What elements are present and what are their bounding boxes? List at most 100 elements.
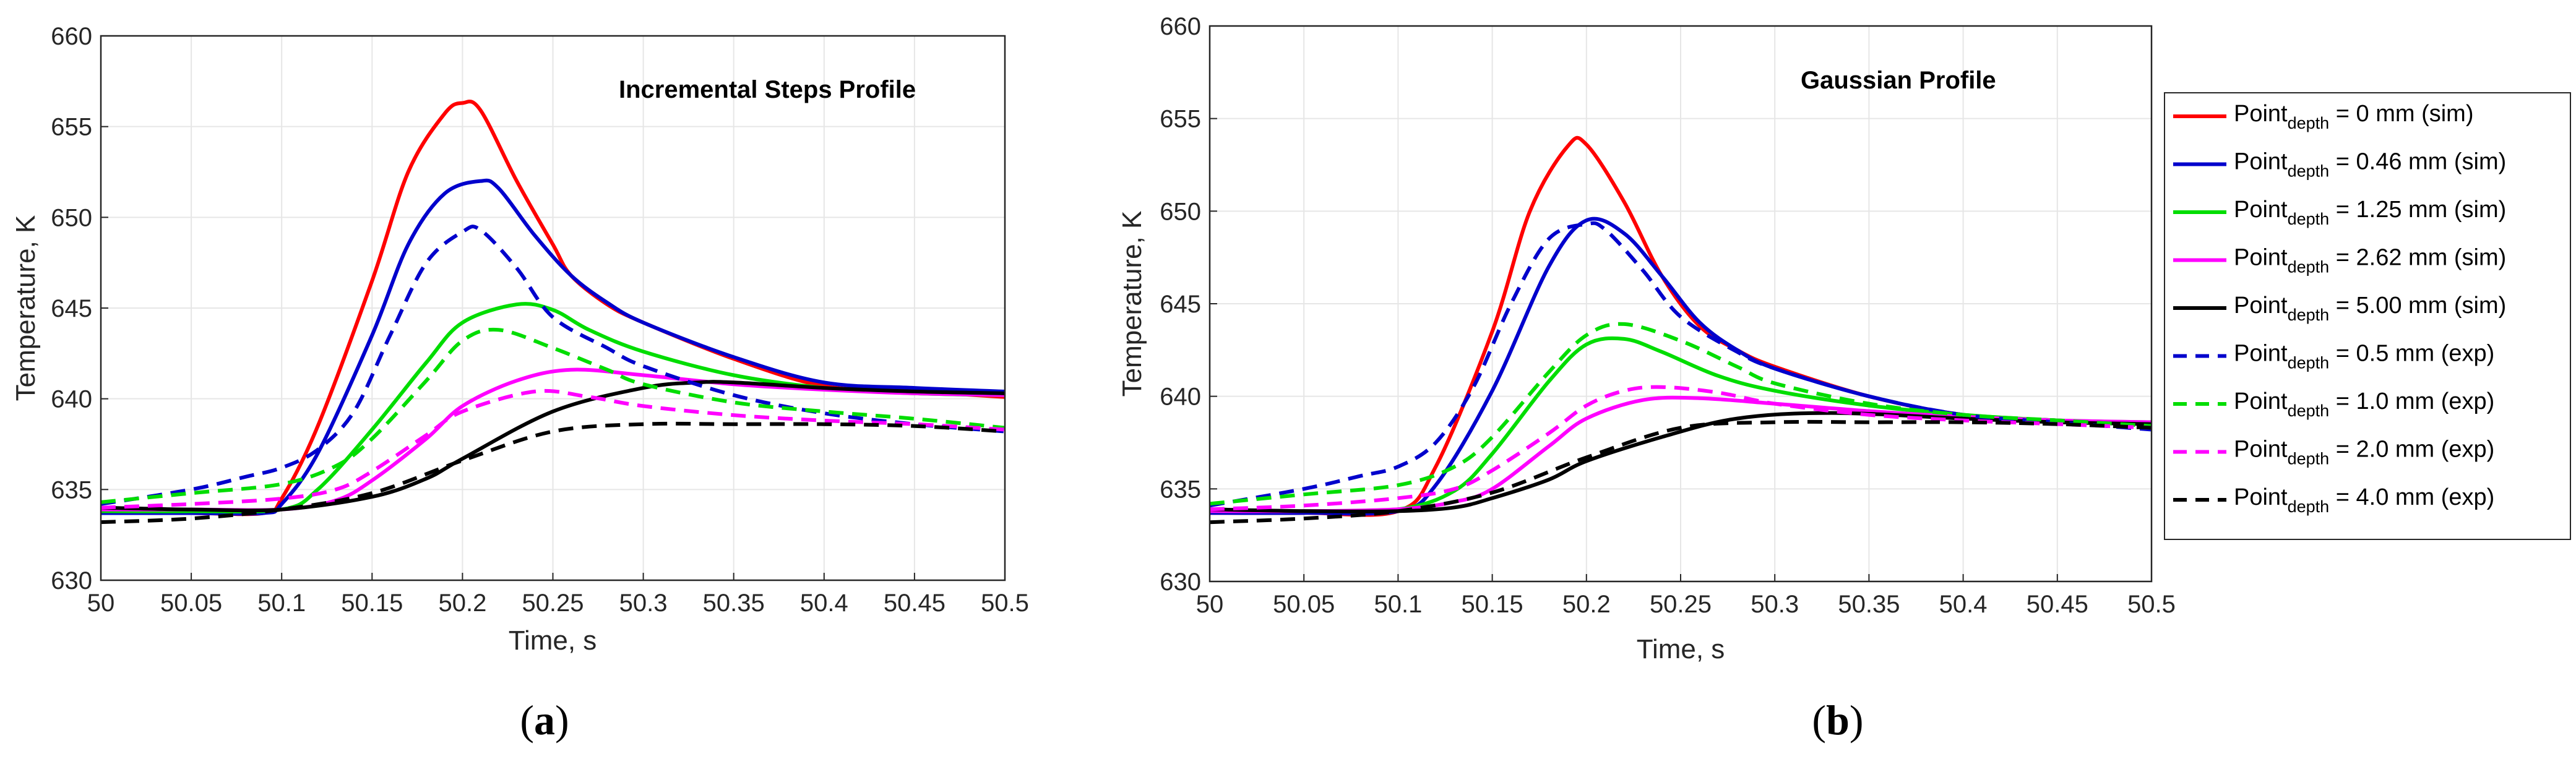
legend-label-1: Pointdepth = 0.46 mm (sim) (2234, 149, 2506, 181)
legend-label-6: Pointdepth = 1.0 mm (exp) (2234, 388, 2494, 420)
legend-suffix: = 2.0 mm (exp) (2329, 437, 2494, 463)
x-tick-label-b: 50.25 (1650, 591, 1712, 618)
series-group-b (1209, 135, 2152, 525)
y-tick-label-a: 650 (51, 204, 92, 231)
legend-label-3: Pointdepth = 2.62 mm (sim) (2234, 245, 2506, 277)
x-tick-label-b: 50.1 (1374, 591, 1422, 618)
x-tick-label-a: 50.45 (884, 590, 946, 617)
legend-subscript: depth (2288, 210, 2330, 228)
x-tick-label-a: 50.5 (981, 590, 1029, 617)
y-axis-label-a: Temperature, K (11, 215, 41, 401)
caption-a-letter: a (534, 697, 555, 744)
y-tick-label-a: 640 (51, 386, 92, 413)
legend-suffix: = 0 mm (sim) (2329, 101, 2473, 127)
x-tick-label-a: 50.1 (257, 590, 306, 617)
panel-a-title: Incremental Steps Profile (619, 76, 916, 103)
legend-label-4: Pointdepth = 5.00 mm (sim) (2234, 293, 2506, 324)
x-tick-label-b: 50 (1196, 591, 1224, 618)
y-tick-label-a: 660 (51, 23, 92, 50)
y-tick-label-b: 650 (1160, 198, 1201, 225)
x-tick-label-b: 50.15 (1462, 591, 1523, 618)
x-tick-label-a: 50.4 (800, 590, 848, 617)
x-tick-label-b: 50.45 (2027, 591, 2088, 618)
caption-a-open: ( (520, 697, 534, 744)
x-tick-label-b: 50.35 (1838, 591, 1900, 618)
caption-b: (b) (1812, 697, 1863, 744)
legend-prefix: Point (2234, 341, 2288, 367)
y-tick-label-b: 660 (1160, 13, 1201, 40)
legend-suffix: = 1.25 mm (sim) (2329, 197, 2506, 223)
x-tick-label-b: 50.05 (1273, 591, 1335, 618)
series-line-a-1 (101, 178, 1006, 516)
y-tick-label-b: 645 (1160, 291, 1201, 318)
x-tick-label-a: 50.05 (160, 590, 222, 617)
tick-labels-b: 50 50.05 50.1 50.15 50.2 50.25 50.3 50.35 50.4 50… (1160, 13, 2176, 618)
legend-suffix: = 2.62 mm (sim) (2329, 245, 2506, 271)
caption-b-letter: b (1826, 697, 1850, 744)
legend-subscript: depth (2288, 306, 2330, 324)
legend-subscript: depth (2288, 114, 2330, 132)
legend-suffix: = 4.0 mm (exp) (2329, 484, 2494, 510)
x-tick-label-b: 50.5 (2127, 591, 2176, 618)
legend-prefix: Point (2234, 437, 2288, 463)
legend-prefix: Point (2234, 197, 2288, 223)
series-line-a-8 (100, 421, 1006, 525)
legend: Pointdepth = 0 mm (sim)Pointdepth = 0.46… (2164, 92, 2571, 540)
caption-a: (a) (520, 697, 569, 744)
legend-box (2164, 92, 2571, 540)
y-tick-label-b: 655 (1160, 106, 1201, 133)
legend-prefix: Point (2234, 149, 2288, 175)
legend-suffix: = 0.5 mm (exp) (2329, 341, 2494, 367)
series-line-b-8 (1209, 419, 2152, 525)
x-tick-label-a: 50.15 (341, 590, 403, 617)
series-line-a-0 (101, 100, 1006, 517)
legend-label-8: Pointdepth = 4.0 mm (exp) (2234, 484, 2494, 516)
legend-subscript: depth (2288, 162, 2330, 181)
grid-a (101, 36, 1005, 580)
x-tick-label-b: 50.3 (1751, 591, 1799, 618)
legend-suffix: = 5.00 mm (sim) (2329, 293, 2506, 319)
series-line-b-6 (1209, 322, 2152, 506)
panel-b-title: Gaussian Profile (1801, 67, 1996, 94)
x-tick-label-a: 50.3 (619, 590, 668, 617)
legend-items: Pointdepth = 0 mm (sim)Pointdepth = 0.46… (2173, 101, 2506, 516)
legend-subscript: depth (2288, 497, 2330, 516)
x-tick-label-b: 50.4 (1939, 591, 1988, 618)
y-tick-label-b: 635 (1160, 476, 1201, 503)
y-tick-label-b: 630 (1160, 568, 1201, 596)
legend-subscript: depth (2288, 258, 2330, 277)
y-tick-label-a: 645 (51, 295, 92, 322)
series-line-b-7 (1209, 385, 2152, 512)
y-tick-label-a: 655 (51, 114, 92, 141)
tick-labels-a: 50 50.05 50.1 50.15 50.2 50.25 50.3 50.35 50.4 50… (51, 23, 1029, 617)
legend-suffix: = 1.0 mm (exp) (2329, 388, 2494, 414)
caption-b-close: ) (1850, 697, 1864, 744)
x-tick-label-a: 50.35 (703, 590, 765, 617)
legend-prefix: Point (2234, 388, 2288, 414)
x-tick-label-b: 50.2 (1562, 591, 1611, 618)
caption-a-close: ) (555, 697, 569, 744)
x-axis-label-a: Time, s (509, 625, 597, 656)
legend-label-0: Pointdepth = 0 mm (sim) (2234, 101, 2473, 132)
y-axis-label-b: Temperature, K (1117, 211, 1147, 397)
x-tick-label-a: 50.2 (438, 590, 486, 617)
series-line-b-5 (1209, 221, 2152, 508)
legend-subscript: depth (2288, 450, 2330, 468)
panel-a: 50 50.05 50.1 50.15 50.2 50.25 50.3 50.35 50.4 50… (11, 23, 1029, 744)
legend-label-2: Pointdepth = 1.25 mm (sim) (2234, 197, 2506, 228)
legend-prefix: Point (2234, 101, 2288, 127)
x-tick-label-a: 50.25 (522, 590, 584, 617)
legend-suffix: = 0.46 mm (sim) (2329, 149, 2506, 175)
panel-b: 50 50.05 50.1 50.15 50.2 50.25 50.3 50.35 50.4 50… (1117, 13, 2176, 744)
caption-b-open: ( (1812, 697, 1826, 744)
x-axis-label-b: Time, s (1637, 634, 1725, 664)
legend-label-7: Pointdepth = 2.0 mm (exp) (2234, 437, 2494, 468)
legend-subscript: depth (2288, 354, 2330, 372)
y-tick-label-a: 635 (51, 476, 92, 504)
x-tick-label-a: 50 (87, 590, 115, 617)
series-line-b-4 (1209, 411, 2152, 513)
legend-prefix: Point (2234, 484, 2288, 510)
y-tick-label-a: 630 (51, 567, 92, 594)
legend-label-5: Pointdepth = 0.5 mm (exp) (2234, 341, 2494, 372)
legend-subscript: depth (2288, 401, 2330, 420)
